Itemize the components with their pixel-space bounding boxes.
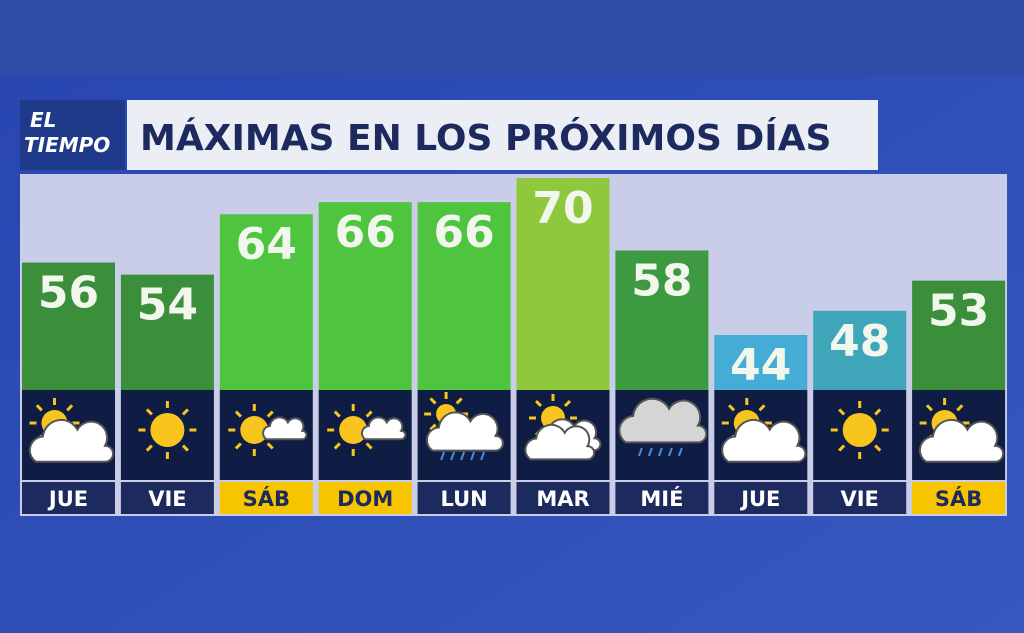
day-label: DOM	[337, 487, 393, 511]
sun	[240, 416, 269, 444]
day-box	[912, 482, 1006, 514]
cloud	[28, 418, 114, 463]
day-label: SÁB	[935, 486, 982, 511]
bars: 56 JUE 54 VIE 64 SÁB 66 DOM 66 LUN 70 MAR 58 MIÉ 44 JUE…	[22, 178, 1006, 514]
sun-ray	[365, 410, 373, 418]
rain	[637, 447, 643, 457]
bar	[417, 202, 511, 390]
sun	[150, 413, 185, 447]
sun-ray	[728, 404, 736, 412]
logo-box	[20, 100, 125, 170]
sun-ray	[874, 408, 882, 416]
sun-ray	[35, 404, 43, 412]
bar	[516, 178, 610, 390]
sun-ray	[145, 444, 153, 452]
day-box	[318, 482, 412, 514]
sun-ray	[455, 397, 463, 405]
day-label: LUN	[440, 487, 487, 511]
rain	[470, 451, 476, 461]
sun-ray	[429, 423, 437, 431]
top-band	[0, 0, 1024, 75]
rain	[667, 447, 673, 457]
day-box	[615, 482, 709, 514]
chart-title: MÁXIMAS EN LOS PRÓXIMOS DÍAS	[140, 117, 832, 159]
value-label: 44	[730, 340, 791, 391]
bar	[120, 274, 214, 390]
day-label: MIÉ	[640, 486, 683, 511]
cloud	[618, 397, 708, 444]
cloud	[361, 416, 407, 441]
value-label: 64	[236, 219, 297, 270]
sun-ray	[838, 444, 846, 452]
day-label: MAR	[536, 487, 589, 511]
day-box	[120, 482, 214, 514]
sun-ray	[956, 404, 964, 412]
sun-ray	[266, 442, 274, 450]
day-box	[417, 482, 511, 514]
sun-ray	[234, 410, 242, 418]
rain	[480, 451, 486, 461]
day-label: JUE	[739, 487, 780, 511]
bar	[813, 310, 907, 390]
value-label: 54	[137, 280, 198, 331]
rain	[647, 447, 653, 457]
value-label: 56	[38, 268, 99, 319]
bar	[318, 202, 412, 390]
day-box	[516, 482, 610, 514]
sun-ray	[534, 399, 543, 408]
rain	[677, 447, 683, 457]
sun-ray	[181, 444, 189, 452]
value-label: 66	[433, 207, 494, 258]
sun-ray	[429, 397, 437, 405]
day-label: JUE	[47, 487, 88, 511]
sun	[842, 413, 877, 447]
sun-ray	[266, 410, 274, 418]
logo-text: EL	[30, 108, 56, 132]
sun-ray	[333, 442, 341, 450]
cloud	[918, 418, 1005, 463]
day-label: SÁB	[243, 486, 290, 511]
day-box	[22, 482, 115, 514]
sun-ray	[66, 404, 74, 412]
sun	[339, 416, 368, 444]
bar	[22, 262, 115, 390]
value-label: 58	[631, 255, 692, 306]
logo-text: TIEMPO	[24, 133, 110, 157]
bar	[912, 280, 1006, 390]
value-label: 53	[928, 286, 989, 337]
sun-ray	[925, 404, 933, 412]
sun-ray	[365, 442, 373, 450]
sun-ray	[758, 404, 766, 412]
rain	[460, 451, 466, 461]
day-box	[219, 482, 313, 514]
cloud	[262, 416, 308, 441]
cloud	[721, 418, 807, 463]
rain	[450, 451, 456, 461]
title-bar	[127, 100, 878, 170]
sun-ray	[874, 444, 882, 452]
cloud	[524, 423, 596, 461]
rain	[440, 451, 446, 461]
value-label: 48	[829, 316, 890, 367]
day-label: VIE	[148, 487, 186, 511]
sun-ray	[333, 410, 341, 418]
sun-ray	[838, 408, 846, 416]
value-label: 66	[335, 207, 396, 258]
day-label: VIE	[840, 487, 878, 511]
cloud	[425, 411, 504, 452]
day-box	[813, 482, 907, 514]
sun-ray	[181, 408, 189, 416]
bar	[714, 335, 808, 390]
day-box	[714, 482, 808, 514]
value-label: 70	[532, 183, 593, 234]
rain	[657, 447, 663, 457]
sun-ray	[234, 442, 242, 450]
sun-ray	[563, 399, 572, 408]
sun-ray	[145, 408, 153, 416]
bar	[219, 214, 313, 390]
bar	[615, 250, 709, 390]
